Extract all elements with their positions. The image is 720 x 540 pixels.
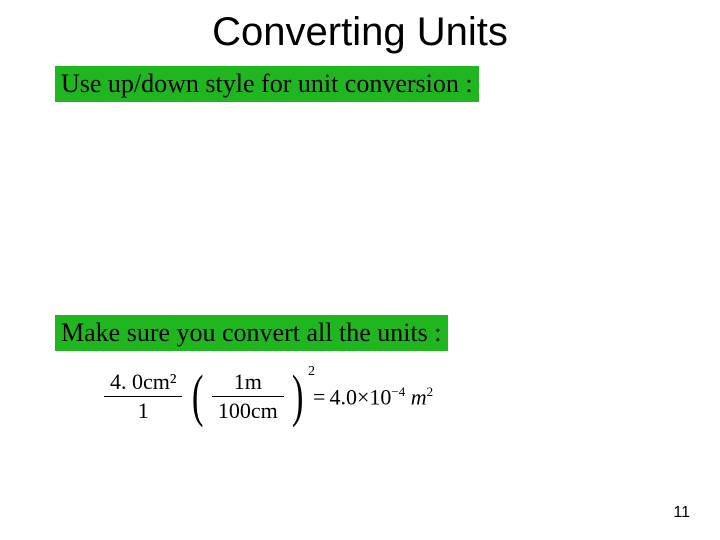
highlight-box-2: Make sure you convert all the units : [55, 315, 448, 351]
page-number: 11 [673, 504, 690, 522]
left-parenthesis: ( [192, 373, 204, 419]
highlight-box-1: Use up/down style for unit conversion : [55, 66, 479, 102]
equation-parenthesized-fraction: ( 1m 100cm ) 2 [188, 370, 307, 423]
slide-title: Converting Units [0, 10, 720, 55]
equation-inner-fraction: 1m 100cm [212, 370, 284, 423]
equation-left-denominator: 1 [132, 399, 155, 423]
rhs-exponent: −4 [391, 384, 405, 399]
inner-denominator: 100cm [212, 399, 284, 423]
equation-left-fraction: 4. 0cm² 1 [104, 370, 182, 423]
equation-rhs: 4.0×10−4 m2 [329, 384, 433, 410]
equals-sign: = [313, 384, 325, 410]
equation-left-numerator: 4. 0cm² [104, 370, 182, 394]
rhs-unit-exponent: 2 [427, 384, 434, 399]
right-parenthesis: ) [292, 373, 304, 419]
rhs-unit: m [411, 384, 427, 409]
slide: Converting Units Use up/down style for u… [0, 0, 720, 540]
rhs-coefficient: 4.0 [329, 384, 357, 409]
fraction-bar [104, 396, 182, 397]
fraction-bar [212, 396, 284, 397]
inner-numerator: 1m [228, 370, 268, 394]
paren-exponent: 2 [308, 364, 315, 380]
equation: 4. 0cm² 1 ( 1m 100cm ) 2 = 4.0×10−4 m2 [100, 370, 433, 423]
